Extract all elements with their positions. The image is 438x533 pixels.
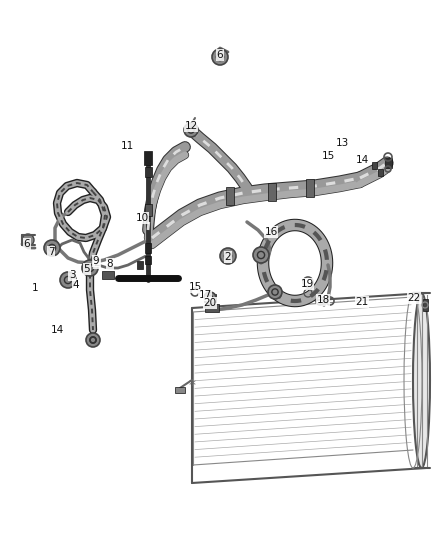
Text: 2: 2 [225,252,231,262]
Text: 9: 9 [93,256,99,266]
Text: 5: 5 [84,264,90,274]
Circle shape [268,285,282,299]
Bar [145,204,152,216]
Bar [145,243,151,253]
Circle shape [60,272,76,288]
Bar [378,168,382,175]
Text: 22: 22 [407,293,420,303]
Circle shape [44,240,60,256]
Text: 6: 6 [217,50,223,60]
Bar [144,151,152,165]
Bar [226,187,234,205]
Text: 14: 14 [355,155,369,165]
Bar [175,387,185,393]
Text: 7: 7 [48,247,54,257]
Text: 20: 20 [203,298,216,308]
Bar [145,256,151,264]
Text: 18: 18 [316,295,330,305]
Text: 15: 15 [188,282,201,292]
Text: 21: 21 [355,297,369,307]
Bar [306,179,314,197]
Text: 3: 3 [69,270,75,280]
Bar [268,183,276,201]
Bar [371,161,377,168]
Text: 17: 17 [198,290,212,300]
Bar [102,271,114,279]
Text: 16: 16 [265,227,278,237]
Text: 11: 11 [120,141,134,151]
Text: 19: 19 [300,279,314,289]
Circle shape [220,248,236,264]
Bar [137,261,143,269]
Text: 15: 15 [321,151,335,161]
Text: *: * [188,378,195,392]
Ellipse shape [413,293,430,468]
Text: 6: 6 [24,239,30,249]
Circle shape [253,247,269,263]
Bar [423,299,427,311]
Text: 4: 4 [73,280,79,290]
Circle shape [82,260,98,276]
Text: 2: 2 [94,258,100,268]
Circle shape [22,234,34,246]
Bar [145,167,152,177]
Text: 13: 13 [336,138,349,148]
Bar [204,294,216,302]
Circle shape [184,123,198,137]
Text: 14: 14 [50,325,64,335]
Circle shape [204,292,216,304]
Text: 8: 8 [107,259,113,269]
Text: 1: 1 [32,283,38,293]
Text: 12: 12 [184,121,198,131]
Circle shape [86,333,100,347]
Circle shape [212,49,228,65]
Bar [205,304,219,312]
Text: 10: 10 [135,213,148,223]
Bar [385,158,392,168]
